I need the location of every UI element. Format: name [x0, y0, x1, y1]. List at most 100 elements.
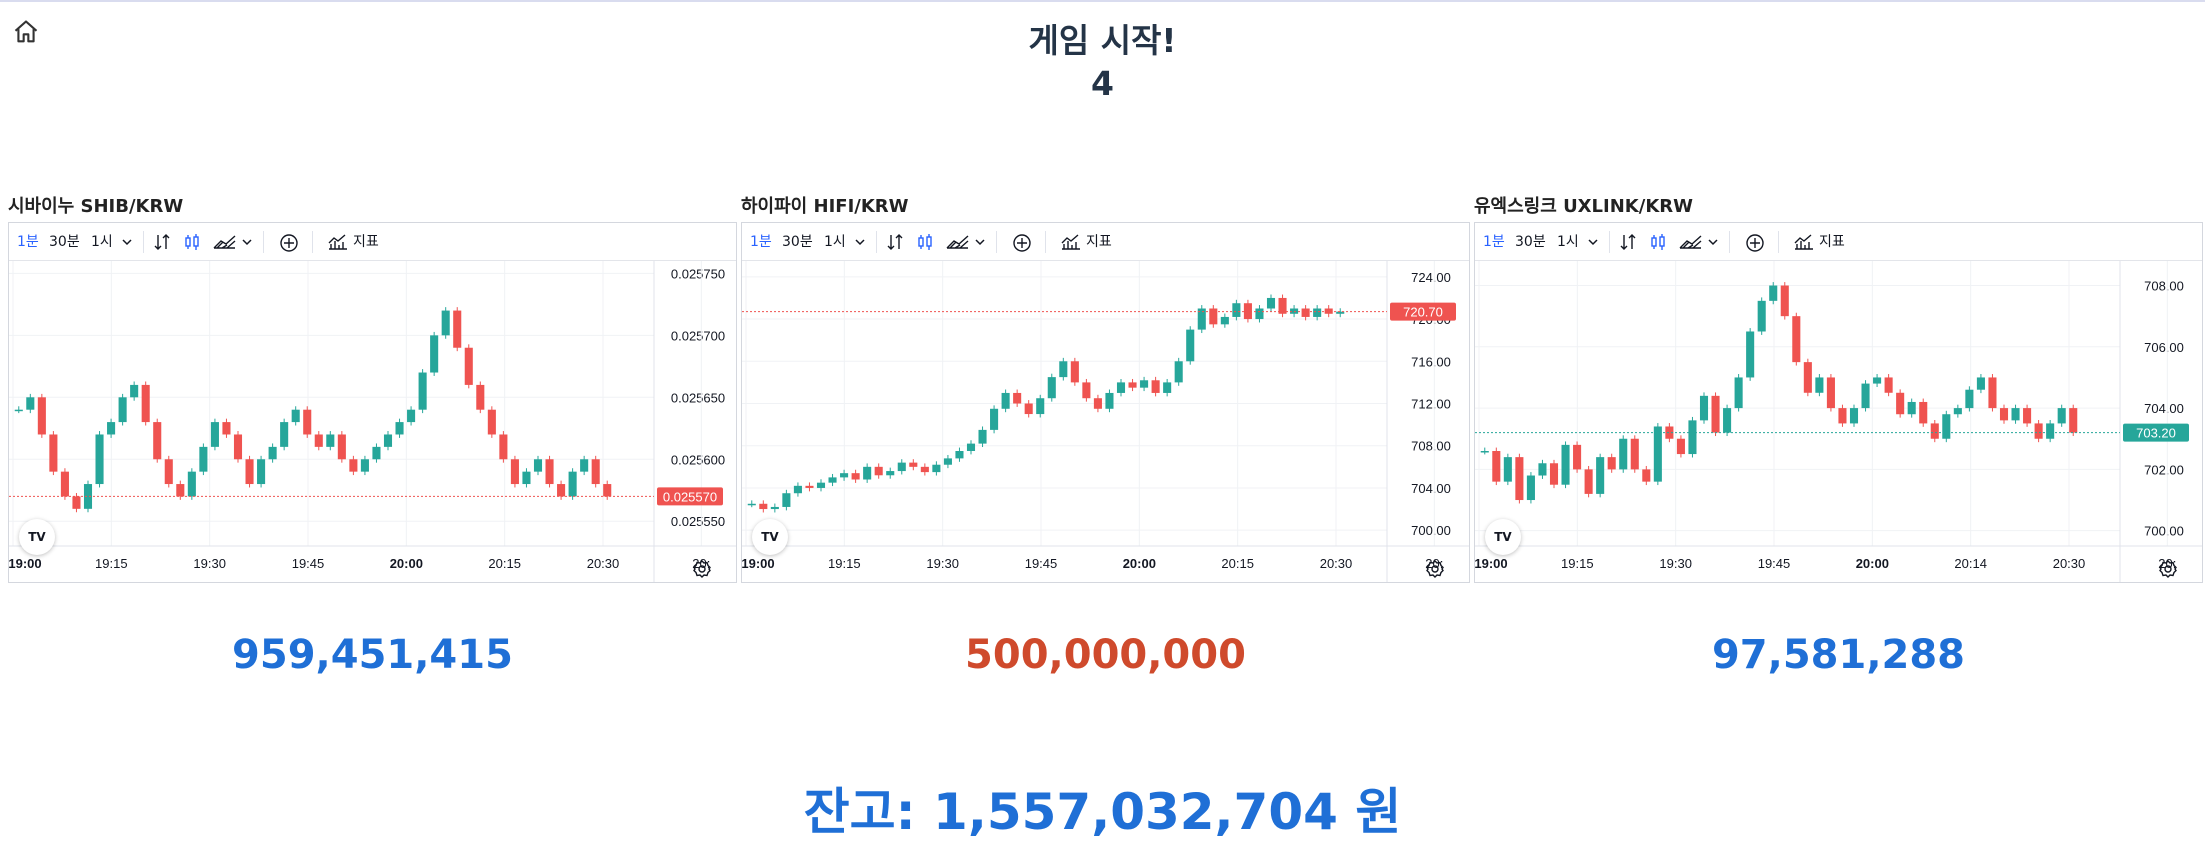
- last-price-value: 720.70: [1403, 305, 1443, 320]
- candle-body: [1538, 463, 1547, 476]
- chevron-down-icon[interactable]: [974, 223, 986, 261]
- indicators-icon[interactable]: [327, 223, 349, 261]
- time-tick-label: 20:15: [488, 556, 521, 571]
- candle-body: [2046, 423, 2055, 439]
- last-price-value: 0.025570: [663, 489, 717, 504]
- indicators-icon[interactable]: [1060, 223, 1082, 261]
- candle-body: [130, 384, 139, 398]
- candle-body: [591, 459, 600, 485]
- candle-body: [1884, 377, 1893, 393]
- candle-body: [1036, 398, 1045, 415]
- indicators-label[interactable]: 지표: [1086, 234, 1112, 250]
- toolbar-divider: [1729, 231, 1730, 253]
- bars-compare-icon[interactable]: [1619, 223, 1637, 261]
- interval-button[interactable]: 1시: [1557, 234, 1579, 250]
- candles-icon[interactable]: [183, 223, 201, 261]
- plus-circle-icon[interactable]: [279, 223, 299, 261]
- last-price-tag: [1390, 302, 1456, 321]
- area-chart-icon[interactable]: [1679, 223, 1703, 261]
- candle-body: [499, 434, 508, 460]
- area-chart-icon[interactable]: [213, 223, 237, 261]
- holding-amount-shib: 959,451,415: [232, 632, 513, 678]
- interval-button[interactable]: 30분: [782, 234, 813, 250]
- candle-body: [1642, 469, 1651, 482]
- candle-body: [1013, 392, 1022, 404]
- candle-body: [747, 503, 756, 506]
- interval-button[interactable]: 1분: [1483, 234, 1505, 250]
- interval-button[interactable]: 1시: [824, 234, 846, 250]
- candle-body: [1746, 331, 1755, 378]
- chevron-down-icon[interactable]: [854, 223, 866, 261]
- candle-body: [522, 471, 531, 485]
- bars-compare-icon[interactable]: [153, 223, 171, 261]
- candle-body: [1861, 383, 1870, 409]
- symbol-name: 유엑스링크 UXLINK/KRW: [1474, 196, 1693, 217]
- candle-body: [1699, 395, 1709, 421]
- price-tick-label: 0.025700: [671, 328, 725, 343]
- candle-body: [793, 485, 802, 494]
- indicators-label[interactable]: 지표: [353, 234, 379, 250]
- candle-body: [14, 409, 23, 412]
- last-price-tag: [2123, 423, 2189, 442]
- candle-body: [441, 310, 450, 336]
- candle-body: [210, 422, 219, 447]
- time-tick-label: 19:15: [1561, 556, 1594, 571]
- time-tick-label: 19:45: [292, 556, 325, 571]
- chevron-down-icon[interactable]: [1707, 223, 1719, 261]
- toolbar-divider: [1778, 231, 1779, 253]
- chevron-down-icon[interactable]: [1587, 223, 1599, 261]
- indicators-label[interactable]: 지표: [1819, 234, 1845, 250]
- candles-icon[interactable]: [1649, 223, 1667, 261]
- candle-body: [1676, 438, 1685, 455]
- tradingview-logo-icon[interactable]: TV: [19, 519, 55, 555]
- candle-body: [314, 434, 323, 447]
- candle-body: [268, 446, 277, 460]
- candle-body: [568, 471, 577, 497]
- candle-body: [1838, 408, 1847, 424]
- candle-body: [395, 422, 404, 435]
- candle-body: [1849, 408, 1859, 424]
- candle-body: [1803, 362, 1812, 393]
- candle-body: [233, 434, 243, 460]
- candle-body: [1336, 311, 1345, 314]
- candle-body: [1232, 303, 1241, 317]
- candle-body: [897, 462, 906, 472]
- home-icon[interactable]: [12, 18, 40, 46]
- interval-button[interactable]: 30분: [1515, 234, 1546, 250]
- candle-body: [1093, 398, 1102, 409]
- candle-body: [164, 459, 173, 485]
- candle-body: [932, 464, 941, 473]
- candle-body: [176, 484, 185, 497]
- interval-button[interactable]: 1시: [91, 234, 113, 250]
- tradingview-logo-icon[interactable]: TV: [1485, 519, 1521, 555]
- gear-icon[interactable]: [692, 559, 712, 579]
- candle-body: [510, 459, 519, 485]
- chart-panel-shib: 시바이누 SHIB/KRW 1분 30분 1시 지표 0.025750 0.025700 0.…: [8, 192, 737, 583]
- candlestick-plot: 724.00720.00716.00712.00708.00704.00700.…: [742, 261, 1469, 584]
- indicators-icon[interactable]: [1793, 223, 1815, 261]
- price-tick-label: 708.00: [1411, 439, 1451, 454]
- interval-button[interactable]: 30분: [49, 234, 80, 250]
- candle-body: [2057, 408, 2066, 424]
- area-chart-icon[interactable]: [946, 223, 970, 261]
- plus-circle-icon[interactable]: [1745, 223, 1765, 261]
- chevron-down-icon[interactable]: [121, 223, 133, 261]
- gear-icon[interactable]: [1425, 559, 1445, 579]
- bars-compare-icon[interactable]: [886, 223, 904, 261]
- price-chart: 1분 30분 1시 지표 0.025750 0.025700 0.025650 0.02560…: [8, 222, 737, 583]
- chevron-down-icon[interactable]: [241, 223, 253, 261]
- time-tick-label: 20:00: [1123, 556, 1156, 571]
- gear-icon[interactable]: [2158, 559, 2178, 579]
- interval-button[interactable]: 1분: [17, 234, 39, 250]
- last-price-tag: [657, 487, 723, 506]
- plus-circle-icon[interactable]: [1012, 223, 1032, 261]
- tradingview-logo-icon[interactable]: TV: [752, 519, 788, 555]
- candles-icon[interactable]: [916, 223, 934, 261]
- candle-body: [141, 384, 150, 423]
- interval-button[interactable]: 1분: [750, 234, 772, 250]
- candle-body: [545, 459, 554, 485]
- candle-body: [2011, 408, 2020, 421]
- candle-body: [955, 451, 964, 459]
- toolbar-divider: [1045, 231, 1046, 253]
- candle-body: [1607, 457, 1616, 470]
